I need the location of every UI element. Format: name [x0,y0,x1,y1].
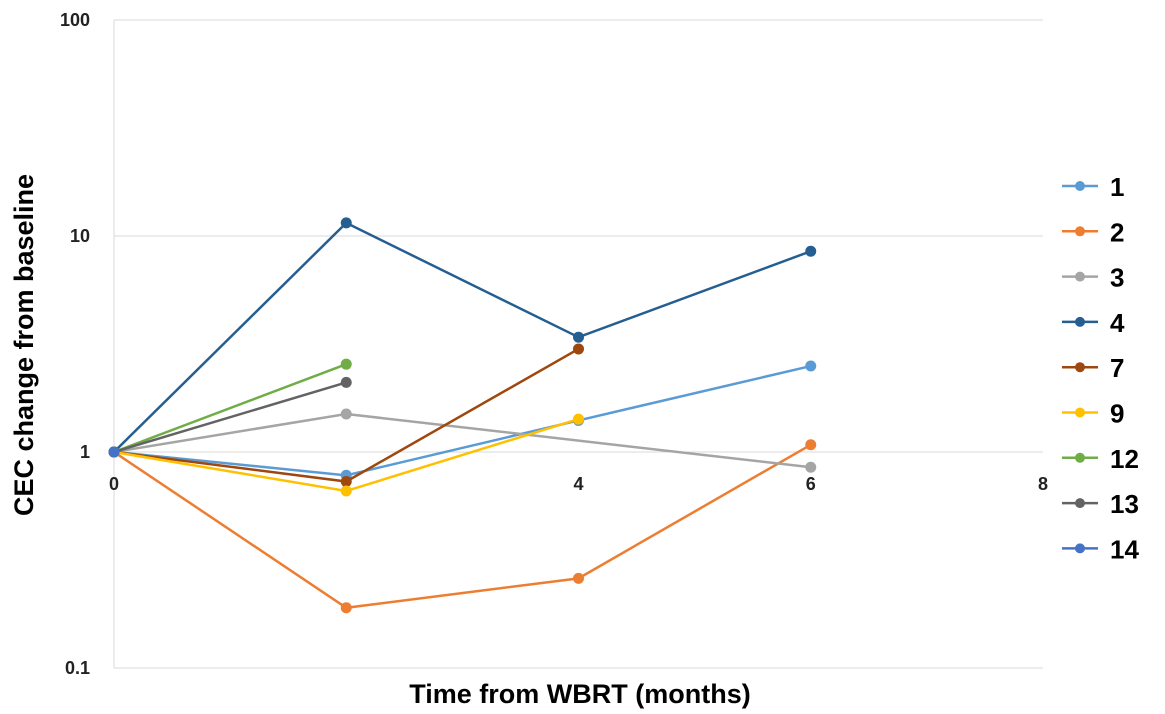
legend-label-14: 14 [1110,534,1139,564]
y-tick-label-1: 1 [80,442,90,462]
data-point-3-2 [805,461,817,473]
data-point-4-2 [573,331,584,343]
data-point-4-3 [805,245,817,257]
series-line-13 [113,381,347,454]
legend-swatch-marker-14 [1075,543,1085,554]
data-point-9-1 [340,485,352,497]
legend-item-3: 3 [1062,263,1124,293]
series-line-2 [113,443,812,610]
legend-label-9: 9 [1110,399,1124,429]
legend-swatch-marker-13 [1075,498,1085,509]
y-tick-label-100: 100 [60,10,90,30]
data-point-9-2 [573,413,584,425]
legend-label-7: 7 [1110,353,1124,383]
y-axis-title: CEC change from baseline [9,174,39,516]
legend-swatch-marker-7 [1075,362,1085,373]
data-point-7-2 [573,343,584,355]
x-tick-label-8: 8 [1038,474,1048,494]
series-lines [108,217,817,614]
legend-item-14: 14 [1062,534,1139,564]
tick-labels: 0.111010002468 [60,10,1048,678]
x-tick-label-6: 6 [806,474,816,494]
x-tick-label-0: 0 [109,474,119,494]
gridlines [114,19,1043,669]
data-point-2-3 [805,439,817,451]
legend-label-2: 2 [1110,217,1124,247]
data-point-3-1 [340,408,352,420]
series-line-1 [113,364,812,477]
legend-label-4: 4 [1110,308,1125,338]
x-axis-title: Time from WBRT (months) [409,679,750,709]
data-point-4-1 [340,217,352,229]
legend-item-13: 13 [1062,489,1139,519]
legend-swatch-marker-9 [1075,407,1085,418]
legend-label-1: 1 [1110,172,1124,202]
data-point-13-1 [340,376,352,388]
legend-swatch-marker-2 [1075,226,1085,237]
y-tick-label-10: 10 [70,226,90,246]
legend-swatch-marker-12 [1075,452,1085,463]
data-point-2-1 [340,602,352,614]
legend-item-7: 7 [1062,353,1124,383]
series-14 [108,446,120,458]
data-point-7-1 [340,476,352,488]
series-line-12 [113,363,347,454]
legend-item-9: 9 [1062,399,1124,429]
y-tick-label-0.1: 0.1 [65,658,90,678]
legend-item-2: 2 [1062,217,1124,247]
legend-item-1: 1 [1062,172,1124,202]
legend-label-12: 12 [1110,444,1139,474]
x-tick-label-4: 4 [573,474,583,494]
data-point-2-2 [573,572,584,584]
series-line-4 [113,221,812,453]
data-point-12-1 [340,358,352,370]
data-point-1-3 [805,360,817,372]
data-point-14-0 [108,446,120,458]
legend-swatch-marker-4 [1075,316,1085,327]
series-13 [108,376,352,458]
legend-label-13: 13 [1110,489,1139,519]
legend-item-12: 12 [1062,444,1139,474]
legend-swatch-marker-3 [1075,271,1085,282]
legend-swatch-marker-1 [1075,181,1085,191]
legend-item-4: 4 [1062,308,1125,338]
legend-label-3: 3 [1110,263,1124,293]
